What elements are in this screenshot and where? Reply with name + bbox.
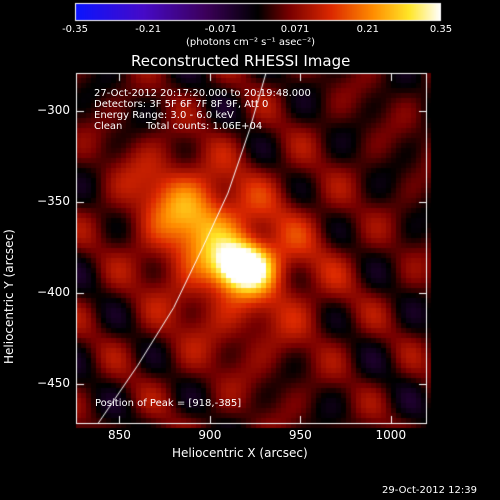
colorbar-tick-label: -0.35 (62, 24, 88, 35)
colorbar-tick-label: 0.21 (356, 24, 379, 35)
annotation-detectors: Detectors: 3F 5F 6F 7F 8F 9F, Att 0 (94, 99, 269, 110)
annotation-time: 27-Oct-2012 20:17:20.000 to 20:19:48.000 (94, 88, 311, 99)
footer-timestamp: 29-Oct-2012 12:39 (382, 485, 477, 496)
x-tick-label: 950 (288, 428, 312, 442)
y-tick-label: −450 (37, 375, 70, 390)
y-axis-label: Heliocentric Y (arcsec) (2, 229, 16, 364)
y-tick-label: −300 (37, 103, 70, 118)
x-axis-label: Heliocentric X (arcsec) (172, 446, 308, 460)
colorbar-tick-label: -0.071 (204, 24, 237, 35)
colorbar-unit-label: (photons cm⁻² s⁻¹ asec⁻²) (186, 37, 316, 48)
colorbar-tick-label: -0.21 (135, 24, 162, 35)
x-tick-label: 850 (107, 428, 131, 442)
colorbar-tick-label: 0.35 (429, 24, 453, 35)
annotation-energy: Energy Range: 3.0 - 6.0 keV (94, 110, 234, 121)
y-tick-label: −400 (37, 285, 70, 300)
x-tick-label: 1000 (375, 428, 407, 442)
y-tick-label: −350 (37, 194, 70, 209)
x-tick-label: 900 (198, 428, 222, 442)
annotation-counts: Total counts: 1.06E+04 (146, 121, 263, 132)
colorbar-tick-label: 0.071 (280, 24, 310, 35)
chart-title: Reconstructed RHESSI Image (131, 52, 351, 70)
annotation-peak: Position of Peak = [918,-385] (95, 398, 242, 409)
annotation-clean: Clean (94, 121, 123, 132)
